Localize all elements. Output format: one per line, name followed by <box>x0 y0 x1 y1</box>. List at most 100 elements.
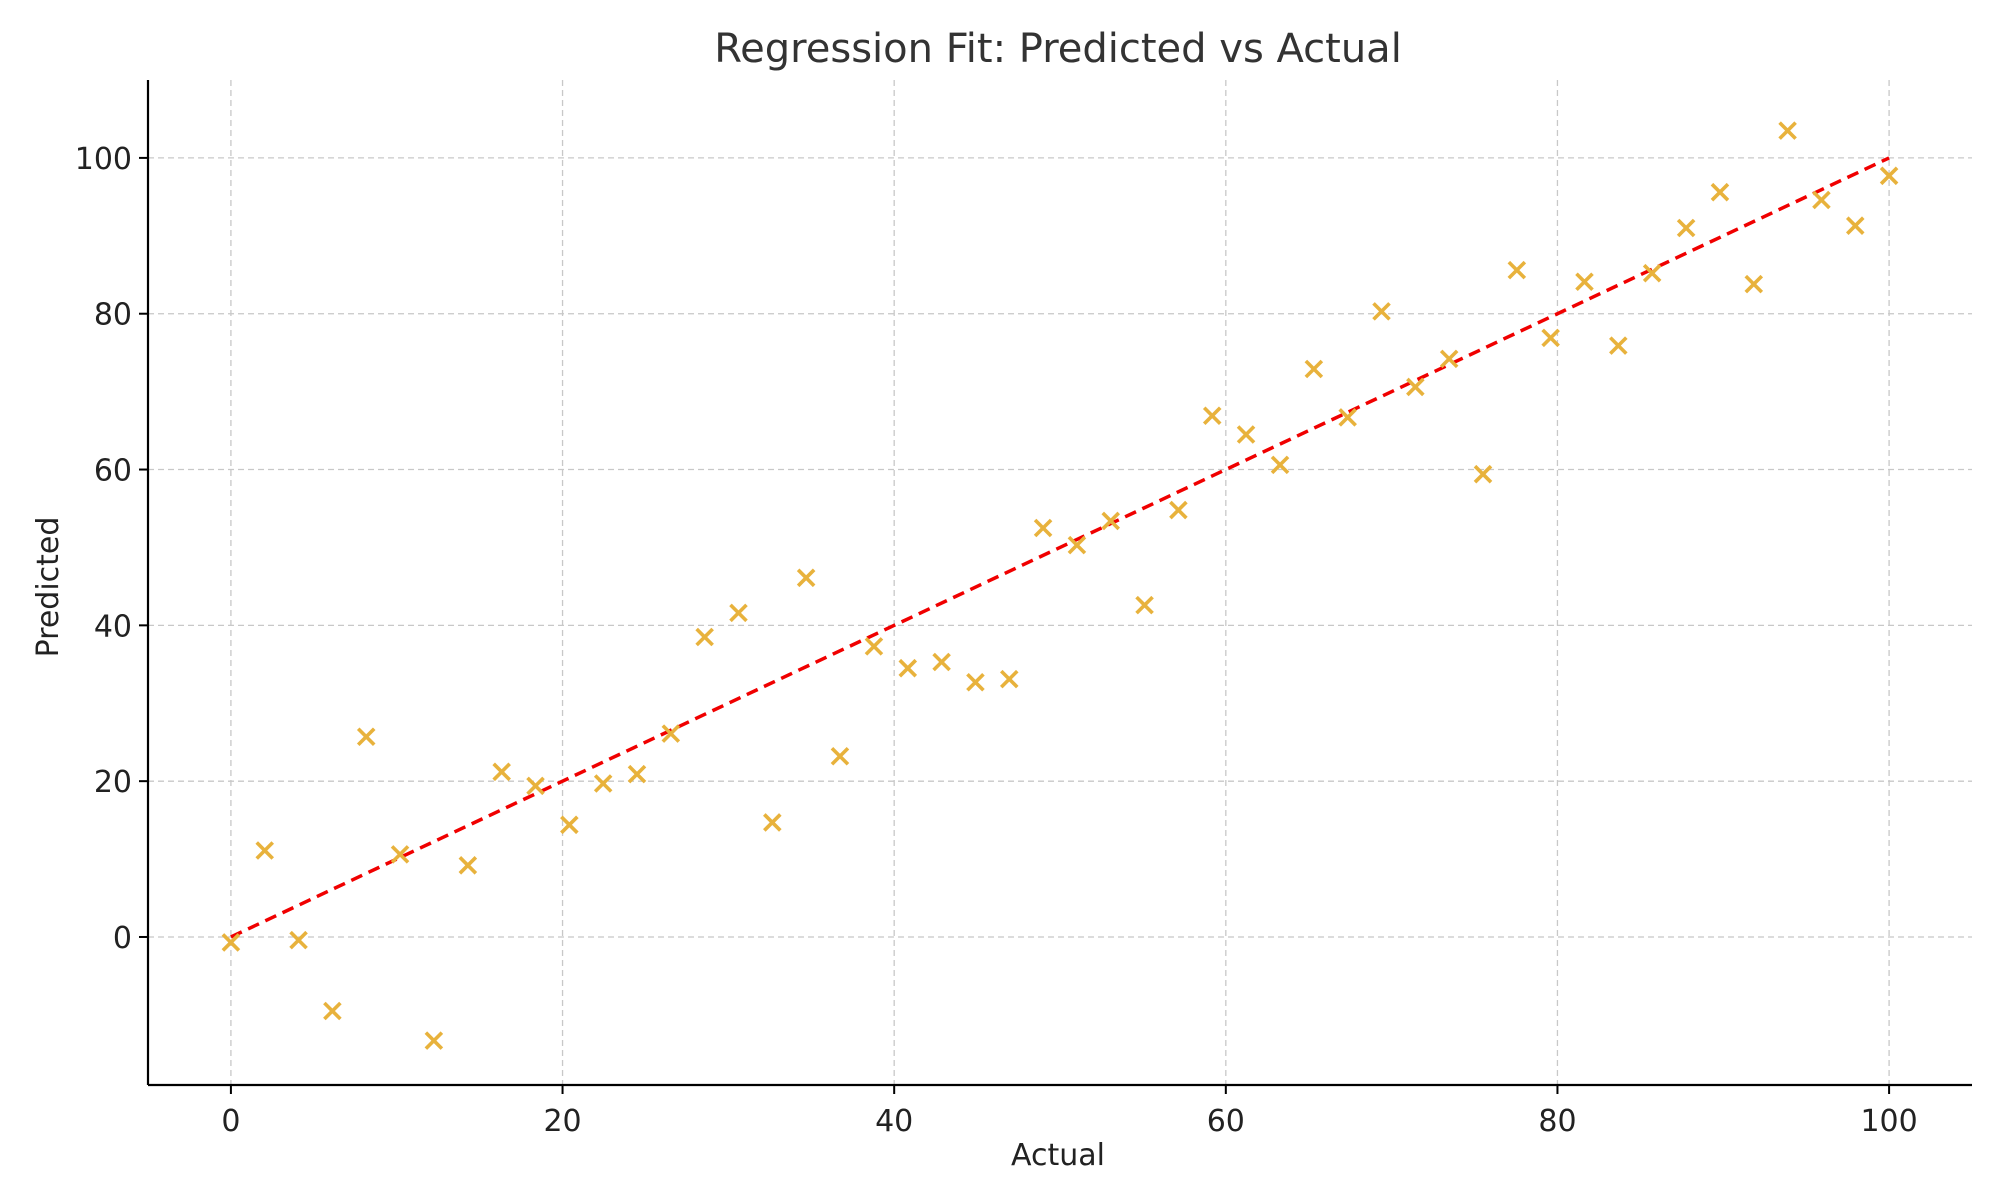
data-point <box>1845 216 1865 235</box>
data-point <box>898 658 918 678</box>
data-point-stroke <box>526 776 545 796</box>
data-point <box>695 627 714 647</box>
data-point <box>1135 595 1154 615</box>
data-point <box>796 568 816 588</box>
data-point-stroke <box>1169 500 1188 520</box>
data-point <box>1507 260 1527 280</box>
data-point <box>763 813 782 832</box>
data-point <box>1710 182 1730 202</box>
data-point-stroke <box>932 652 951 672</box>
data-point <box>1642 263 1662 283</box>
data-point <box>323 1001 342 1021</box>
data-point-stroke <box>1202 406 1222 426</box>
data-point <box>390 845 410 864</box>
x-tick-label: 80 <box>1538 1104 1576 1139</box>
fit-line-layer <box>230 156 1890 939</box>
data-point <box>1778 121 1797 140</box>
data-point <box>966 672 985 692</box>
data-point <box>1676 218 1696 238</box>
data-point <box>1744 274 1764 294</box>
data-point-stroke <box>289 930 308 950</box>
data-point-stroke <box>627 764 647 784</box>
data-point-stroke <box>1744 274 1764 294</box>
data-point <box>1812 190 1831 210</box>
data-point <box>830 746 850 766</box>
data-point-stroke <box>999 669 1019 689</box>
data-point <box>1067 535 1087 555</box>
grid-layer <box>148 80 1972 1085</box>
data-point-stroke <box>1507 260 1527 280</box>
data-point-stroke <box>1270 455 1290 475</box>
data-point <box>560 815 579 835</box>
data-point <box>661 724 681 743</box>
data-point-stroke <box>221 933 241 952</box>
data-point <box>1270 455 1290 475</box>
data-point-stroke <box>830 746 850 766</box>
data-point <box>1372 302 1391 321</box>
data-point <box>526 776 545 796</box>
data-point <box>1304 359 1324 379</box>
data-point <box>729 603 748 623</box>
data-point-stroke <box>1710 182 1730 202</box>
data-point-stroke <box>560 815 579 835</box>
y-tick-label: 40 <box>94 609 132 644</box>
data-point <box>1338 408 1357 427</box>
data-point-stroke <box>424 1031 444 1050</box>
data-point <box>1609 336 1628 355</box>
data-point <box>864 637 884 656</box>
data-point-stroke <box>1879 166 1899 186</box>
data-point-stroke <box>492 762 511 782</box>
data-point <box>1236 425 1256 444</box>
data-point-stroke <box>1778 121 1797 140</box>
data-point-stroke <box>1067 535 1087 555</box>
data-point <box>221 933 241 952</box>
data-point <box>1439 349 1459 369</box>
data-point <box>627 764 647 784</box>
data-point-stroke <box>1812 190 1831 210</box>
data-point-stroke <box>390 845 410 864</box>
fit-line <box>230 156 1890 939</box>
x-tick-label: 100 <box>1860 1104 1917 1139</box>
data-point <box>1101 511 1121 531</box>
data-point-stroke <box>255 841 275 860</box>
axes-layer <box>146 80 1972 1087</box>
data-point <box>593 774 613 793</box>
data-point <box>1541 328 1560 348</box>
x-tick-label: 60 <box>1207 1104 1245 1139</box>
y-tick-label: 60 <box>94 454 132 489</box>
data-point <box>289 930 308 950</box>
data-point <box>1202 406 1222 426</box>
data-point <box>1169 500 1188 520</box>
data-point-stroke <box>1473 464 1493 484</box>
data-point <box>356 727 376 747</box>
data-point-stroke <box>864 637 884 656</box>
data-point <box>1879 166 1899 186</box>
x-tick-label: 0 <box>221 1104 240 1139</box>
data-point-stroke <box>593 774 613 793</box>
chart-title: Regression Fit: Predicted vs Actual <box>714 26 1402 72</box>
data-point-stroke <box>1304 359 1324 379</box>
data-point <box>458 856 478 875</box>
data-point-stroke <box>966 672 985 692</box>
data-point-stroke <box>763 813 782 832</box>
x-axis-label: Actual <box>1011 1138 1105 1173</box>
data-point <box>1575 272 1594 292</box>
data-point-stroke <box>1033 518 1053 538</box>
ticks-layer: 0 20 40 60 80 100 0 20 40 60 80 100 <box>75 142 1918 1139</box>
data-point <box>1033 518 1053 538</box>
data-point <box>424 1031 444 1050</box>
data-point-stroke <box>1338 408 1357 427</box>
y-axis-label: Predicted <box>31 517 66 658</box>
data-point-stroke <box>1541 328 1560 348</box>
data-point-stroke <box>323 1001 342 1021</box>
data-point-stroke <box>796 568 816 588</box>
y-tick-label: 0 <box>113 921 132 956</box>
data-point-stroke <box>1575 272 1594 292</box>
data-point-stroke <box>1676 218 1696 238</box>
data-point-stroke <box>1236 425 1256 444</box>
data-point-stroke <box>661 724 681 743</box>
data-point-stroke <box>1845 216 1865 235</box>
data-point-stroke <box>1406 377 1425 397</box>
